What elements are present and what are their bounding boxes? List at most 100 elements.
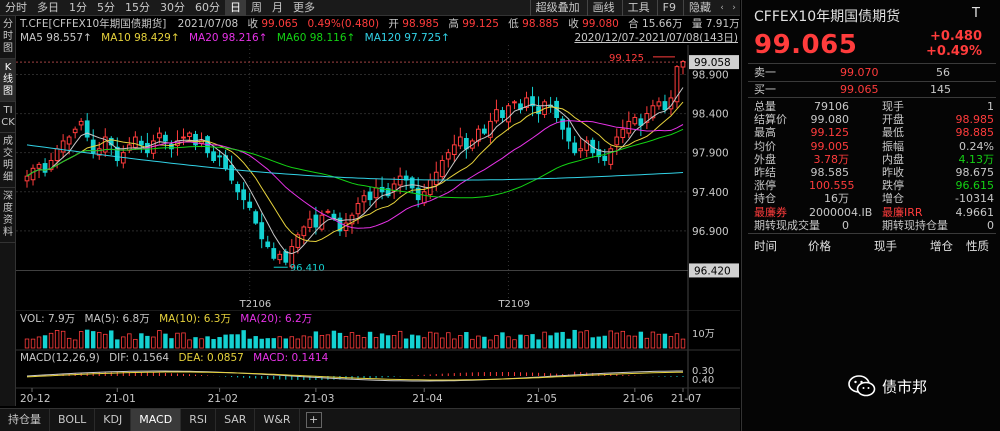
stat-value: 79106 <box>814 100 849 113</box>
period-tab-0[interactable]: 分时 <box>5 0 27 14</box>
candle-body <box>373 187 379 199</box>
macd-tick-label: 0.30 <box>692 366 714 377</box>
stats-row: 期转现成交量 0 期转现持仓量 0 <box>754 219 994 233</box>
indicator-tab-2[interactable]: KDJ <box>95 409 132 431</box>
toolbar-tool-4[interactable]: 隐藏 <box>683 0 716 16</box>
volume-bar <box>307 336 313 349</box>
candle-body <box>66 136 72 145</box>
volume-bar <box>518 334 523 349</box>
candle-body <box>229 165 234 181</box>
indicator-tab-0[interactable]: 持仓量 <box>0 409 50 431</box>
candle-body <box>433 171 439 186</box>
candle-body <box>78 120 84 126</box>
stat-label: 增仓 <box>882 192 904 206</box>
period-tab-6[interactable]: 60分 <box>195 0 220 14</box>
volume-bar <box>536 339 541 349</box>
stat-label: 开盘 <box>882 113 904 127</box>
candle-body <box>187 132 192 138</box>
period-tab-2[interactable]: 1分 <box>69 0 87 14</box>
ma60-label: MA60 98.116↑ <box>276 32 356 44</box>
toolbar-tool-3[interactable]: F9 <box>656 0 681 16</box>
indicator-tab-4[interactable]: RSI <box>181 409 217 431</box>
indicator-tab-5[interactable]: SAR <box>216 409 256 431</box>
volume-bar <box>343 336 349 349</box>
view-tabs: 分时图 K线图 TICK 成交明细 深度资料 <box>0 16 16 406</box>
stat-label: 最高 <box>754 126 776 140</box>
volume-bar <box>145 335 150 349</box>
toolbar-tool-1[interactable]: 画线 <box>586 0 620 16</box>
volume-bar <box>175 332 180 349</box>
candle-body <box>132 136 138 148</box>
contract-title: CFFEX10年期国债期货 <box>754 9 901 25</box>
indicator-tab-6[interactable]: W&R <box>255 409 300 431</box>
stat-value: 98.585 <box>810 166 850 179</box>
volume-bar <box>235 334 240 349</box>
volume-bar <box>572 329 577 349</box>
price-change: +0.480 +0.49% <box>926 29 982 59</box>
volume-bar <box>229 334 234 349</box>
scroll-left-icon[interactable]: ‹ <box>720 2 724 13</box>
view-tab-0[interactable]: 分时图 <box>0 16 16 59</box>
candle-body <box>524 97 529 108</box>
candle-body <box>439 160 445 178</box>
indicator-panels: 10万 0.300.40 20-12 21-01 21-02 21-03 21-04 21-0… <box>16 310 740 405</box>
view-tab-1[interactable]: K线图 <box>0 59 16 102</box>
period-tab-4[interactable]: 15分 <box>125 0 150 14</box>
candle-body <box>680 61 686 68</box>
candlestick-chart[interactable]: 98.900 98.400 97.900 97.400 96.900 T2106 T2109… <box>16 45 740 310</box>
volume-bar <box>241 330 246 349</box>
scroll-right-icon[interactable]: › <box>732 2 736 13</box>
stats-row: 持仓 16万 增仓 -10314 <box>754 192 994 206</box>
period-tab-7[interactable]: 日 <box>225 0 246 16</box>
period-tab-3[interactable]: 5分 <box>97 0 115 14</box>
view-tab-4[interactable]: 深度资料 <box>0 188 16 243</box>
period-tab-10[interactable]: 更多 <box>293 0 315 14</box>
volume-bar <box>30 338 36 349</box>
stat-label: 涨停 <box>754 179 776 193</box>
stats-row: 涨停 100.555 跌停 96.615 <box>754 179 994 193</box>
period-tab-5[interactable]: 30分 <box>160 0 185 14</box>
view-tab-3[interactable]: 成交明细 <box>0 133 16 188</box>
y-tick-label: 97.400 <box>692 187 729 199</box>
view-tab-2[interactable]: TICK <box>0 102 16 133</box>
y-tick-label: 96.900 <box>692 226 729 238</box>
ma20-label: MA20 98.216↑ <box>188 32 268 44</box>
candle-body <box>54 148 60 162</box>
volume-bar <box>271 338 276 349</box>
candle-body <box>301 226 307 237</box>
stat-label: 期转现持仓量 <box>882 218 948 232</box>
period-tab-9[interactable]: 月 <box>272 0 283 14</box>
volume-bar <box>566 338 571 349</box>
dea-line <box>26 371 683 381</box>
candle-body <box>235 184 241 193</box>
ma120-label: MA120 97.725↑ <box>364 32 450 44</box>
add-indicator-button[interactable]: + <box>305 412 322 428</box>
candle-body <box>488 120 493 138</box>
toolbar-tool-2[interactable]: 工具 <box>621 0 655 16</box>
candle-body <box>157 132 162 139</box>
volume-bar <box>476 335 481 349</box>
indicator-tab-1[interactable]: BOLL <box>50 409 96 431</box>
volume-info-line: VOL: 7.9万 MA(5): 6.8万 MA(10): 6.3万 MA(20… <box>20 312 312 326</box>
candle-body <box>536 106 541 115</box>
candle-body <box>506 105 511 123</box>
date-range-label[interactable]: 2020/12/07-2021/07/08(143日) <box>574 32 738 44</box>
volume-bar <box>379 333 385 349</box>
volume-bar <box>319 334 325 349</box>
last-price: 99.065 <box>754 30 858 60</box>
volume-bar <box>584 330 589 349</box>
indicator-tab-3[interactable]: MACD <box>131 409 182 431</box>
candle-body <box>289 246 295 268</box>
period-tab-1[interactable]: 多日 <box>37 0 59 14</box>
y-tick-label: 98.900 <box>692 69 729 81</box>
dea-label: DEA: 0.0857 <box>178 352 244 364</box>
candle-body <box>451 144 457 156</box>
date-label: 21-07 <box>671 393 702 405</box>
stat-label: 总量 <box>754 100 776 113</box>
period-tab-8[interactable]: 周 <box>251 0 262 14</box>
macd-info-line: MACD(12,26,9) DIF: 0.1564 DEA: 0.0857 MA… <box>20 351 328 365</box>
volume-bar <box>48 332 54 349</box>
toolbar-tool-0[interactable]: 超级叠加 <box>529 0 585 16</box>
volume-bar <box>578 331 583 349</box>
volume-bar <box>500 332 505 349</box>
